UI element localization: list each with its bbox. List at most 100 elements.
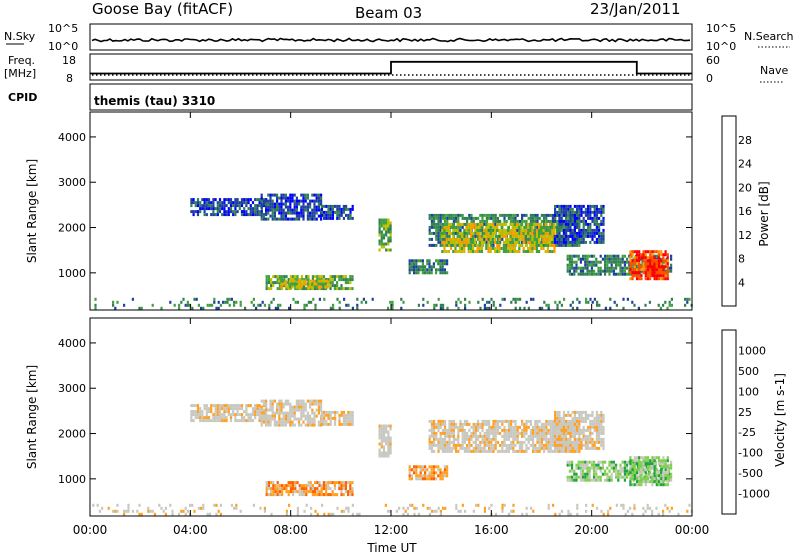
- heatmap-cell: [225, 407, 228, 411]
- heatmap-cell: [313, 420, 316, 424]
- heatmap-cell: [452, 244, 455, 247]
- heatmap-cell: [610, 269, 613, 273]
- heatmap-cell: [538, 440, 541, 444]
- heatmap-cell: [525, 449, 528, 453]
- heatmap-cell: [295, 402, 298, 406]
- heatmap-cell: [455, 213, 458, 217]
- heatmap-cell: [602, 446, 605, 450]
- heatmap-cell: [686, 509, 689, 513]
- heatmap-cell: [501, 443, 504, 447]
- heatmap-cell: [538, 434, 541, 438]
- heatmap-cell: [194, 404, 197, 408]
- heatmap-cell: [345, 416, 348, 420]
- heatmap-cell: [463, 428, 466, 432]
- heatmap-cell: [322, 487, 325, 491]
- heatmap-cell: [467, 250, 470, 253]
- heatmap-cell: [472, 223, 475, 226]
- heatmap-cell: [444, 428, 447, 432]
- heatmap-cell: [190, 416, 193, 420]
- heatmap-cell: [586, 266, 589, 270]
- heatmap-cell: [433, 306, 436, 310]
- heatmap-cell: [435, 243, 438, 247]
- heatmap-cell: [483, 446, 486, 450]
- heatmap-cell: [549, 238, 552, 241]
- heatmap-cell: [612, 260, 615, 264]
- heatmap-cell: [521, 213, 524, 217]
- heatmap-cell: [586, 272, 589, 276]
- heatmap-cell: [595, 478, 598, 482]
- heatmap-cell: [511, 223, 514, 226]
- heatmap-cell: [560, 437, 563, 441]
- heatmap-cell: [280, 214, 283, 218]
- heatmap-cell: [546, 247, 549, 250]
- heatmap-cell: [619, 475, 622, 479]
- heatmap-cell: [302, 405, 305, 409]
- heatmap-cell: [459, 228, 462, 232]
- heatmap-cell: [538, 446, 541, 450]
- heatmap-cell: [147, 509, 150, 513]
- heatmap-cell: [655, 262, 658, 266]
- heatmap-cell: [646, 268, 649, 272]
- heatmap-cell: [433, 449, 436, 453]
- heatmap-cell: [342, 416, 345, 420]
- heatmap-cell: [433, 222, 436, 226]
- heatmap-cell: [347, 216, 350, 220]
- heatmap-cell: [514, 428, 517, 432]
- heatmap-cell: [259, 303, 262, 307]
- heatmap-cell: [597, 475, 600, 479]
- heatmap-cell: [450, 226, 453, 229]
- heatmap-cell: [385, 451, 388, 455]
- heatmap-cell: [238, 413, 241, 417]
- heatmap-cell: [476, 244, 479, 247]
- heatmap-cell: [646, 274, 649, 278]
- heatmap-cell: [589, 225, 592, 229]
- heatmap-cell: [649, 459, 652, 463]
- heatmap-cell: [313, 279, 316, 283]
- heatmap-cell: [580, 240, 583, 244]
- heatmap-cell: [556, 443, 559, 447]
- heatmap-cell: [200, 306, 203, 310]
- heatmap-cell: [582, 437, 585, 441]
- heatmap-cell: [184, 512, 187, 516]
- heatmap-cell: [385, 442, 388, 446]
- heatmap-cell: [258, 404, 261, 408]
- heatmap-cell: [573, 219, 576, 223]
- heatmap-cell: [513, 226, 516, 229]
- heatmap-cell: [441, 232, 444, 235]
- heatmap-cell: [638, 277, 641, 281]
- heatmap-cell: [501, 503, 504, 507]
- heatmap-cell: [238, 407, 241, 411]
- heatmap-cell: [351, 287, 354, 291]
- heatmap-cell: [573, 425, 576, 429]
- heatmap-cell: [593, 219, 596, 223]
- heatmap-cell: [543, 431, 546, 435]
- heatmap-cell: [192, 413, 195, 417]
- heatmap-cell: [554, 216, 557, 220]
- heatmap-cell: [476, 250, 479, 253]
- heatmap-cell: [496, 223, 499, 226]
- heatmap-cell: [158, 503, 161, 507]
- heatmap-cell: [443, 259, 446, 263]
- heatmap-cell: [534, 443, 537, 447]
- heatmap-cell: [556, 234, 559, 238]
- heatmap-cell: [569, 512, 572, 516]
- heatmap-cell: [534, 231, 537, 235]
- heatmap-cell: [485, 226, 488, 229]
- heatmap-cell: [651, 474, 654, 478]
- heatmap-cell: [476, 235, 479, 238]
- heatmap-cell: [197, 303, 200, 307]
- heatmap-cell: [589, 437, 592, 441]
- heatmap-cell: [660, 471, 663, 475]
- heatmap-cell: [435, 422, 438, 426]
- heatmap-cell: [588, 478, 591, 482]
- heatmap-cell: [530, 297, 533, 301]
- heatmap-cell: [218, 410, 222, 414]
- heatmap-cell: [456, 250, 459, 253]
- heatmap-cell: [271, 211, 274, 215]
- colorbar-tick-label: -25: [738, 426, 756, 439]
- heatmap-cell: [509, 223, 512, 226]
- heatmap-cell: [387, 236, 390, 240]
- heatmap-cell: [600, 440, 603, 444]
- heatmap-cell: [492, 213, 495, 217]
- heatmap-cell: [340, 210, 343, 214]
